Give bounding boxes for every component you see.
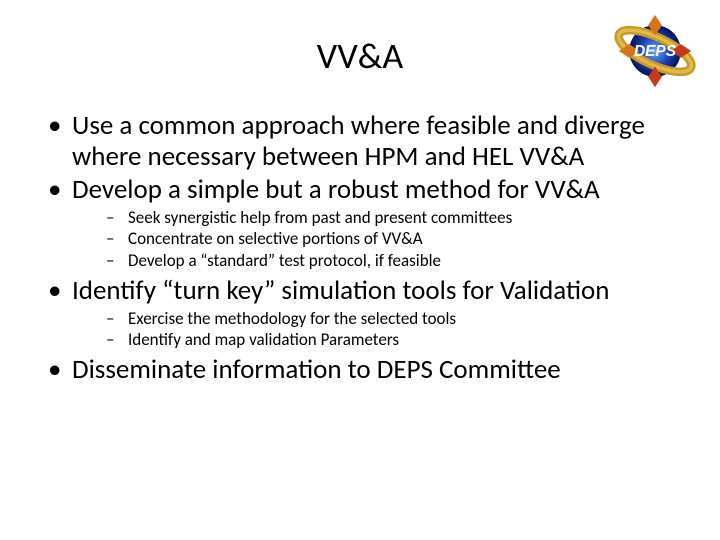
deps-logo-icon: DEPS (612, 8, 698, 94)
sub-bullet-item: Identify and map validation Parameters (106, 329, 680, 350)
svg-text:DEPS: DEPS (634, 43, 677, 60)
bullet-text: Identify “turn key” simulation tools for… (72, 274, 609, 307)
sub-bullet-text: Seek synergistic help from past and pres… (128, 207, 512, 228)
sub-bullet-list: Seek synergistic help from past and pres… (72, 207, 680, 271)
sub-bullet-text: Develop a “standard” test protocol, if f… (128, 250, 441, 271)
slide-title: VV&A (40, 34, 680, 78)
bullet-text: Use a common approach where feasible and… (72, 109, 645, 173)
sub-bullet-list: Exercise the methodology for the selecte… (72, 308, 680, 351)
sub-bullet-text: Concentrate on selective portions of VV&… (128, 228, 423, 249)
bullet-text: Develop a simple but a robust method for… (72, 173, 600, 206)
slide: DEPS VV&A Use a common approach where fe… (0, 0, 720, 540)
bullet-item: Identify “turn key” simulation tools for… (44, 275, 680, 351)
sub-bullet-text: Identify and map validation Parameters (128, 329, 399, 350)
bullet-item: Develop a simple but a robust method for… (44, 174, 680, 271)
sub-bullet-item: Develop a “standard” test protocol, if f… (106, 250, 680, 271)
bullet-text: Disseminate information to DEPS Committe… (72, 353, 561, 386)
sub-bullet-text: Exercise the methodology for the selecte… (128, 308, 456, 329)
bullet-item: Disseminate information to DEPS Committe… (44, 354, 680, 385)
bullet-item: Use a common approach where feasible and… (44, 110, 680, 172)
sub-bullet-item: Seek synergistic help from past and pres… (106, 207, 680, 228)
bullet-list: Use a common approach where feasible and… (40, 110, 680, 385)
sub-bullet-item: Exercise the methodology for the selecte… (106, 308, 680, 329)
sub-bullet-item: Concentrate on selective portions of VV&… (106, 228, 680, 249)
